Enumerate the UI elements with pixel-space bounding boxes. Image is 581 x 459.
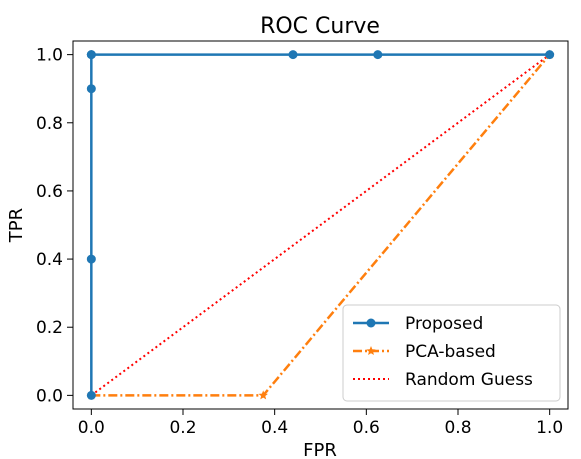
y-tick-label: 0.6 — [36, 182, 63, 202]
series-line-random-guess — [90, 53, 551, 397]
legend-box — [342, 304, 561, 402]
axis-ticks: 0.0 0.2 0.4 0.6 0.8 1.0 0.0 0.2 0.4 0.6 0.8 1.0 — [36, 46, 563, 438]
x-tick-label: 1.0 — [536, 418, 563, 438]
y-tick-label: 1.0 — [36, 46, 63, 66]
series-layer — [86, 49, 555, 400]
x-tick-label: 0.6 — [353, 418, 380, 438]
y-tick-label: 0.0 — [36, 386, 63, 406]
data-point-proposed — [86, 254, 96, 264]
x-tick-label: 0.2 — [169, 418, 196, 438]
y-tick-label: 0.2 — [36, 318, 63, 338]
y-tick-label: 0.4 — [36, 250, 63, 270]
x-tick-label: 0.8 — [444, 418, 471, 438]
data-point-pca-based — [258, 390, 268, 400]
data-point-proposed — [288, 50, 298, 60]
legend: Proposed PCA-based Random Guess — [342, 304, 561, 402]
data-point-proposed — [373, 50, 383, 60]
data-point-proposed — [86, 390, 96, 400]
x-tick-label: 0.0 — [78, 418, 105, 438]
legend-label-random: Random Guess — [405, 370, 533, 390]
data-point-proposed — [86, 50, 96, 60]
legend-label-proposed: Proposed — [405, 314, 483, 334]
data-point-proposed — [86, 84, 96, 94]
plot-frame — [72, 40, 569, 410]
x-axis-label: FPR — [303, 440, 337, 459]
chart-title: ROC Curve — [260, 14, 380, 39]
legend-marker-proposed — [366, 318, 376, 328]
x-tick-label: 0.4 — [261, 418, 288, 438]
legend-label-pca: PCA-based — [405, 342, 496, 362]
y-axis-label: TPR — [6, 208, 27, 243]
legend-marker-pca — [366, 346, 376, 356]
y-tick-label: 0.8 — [36, 114, 63, 134]
data-point-proposed — [545, 50, 555, 60]
